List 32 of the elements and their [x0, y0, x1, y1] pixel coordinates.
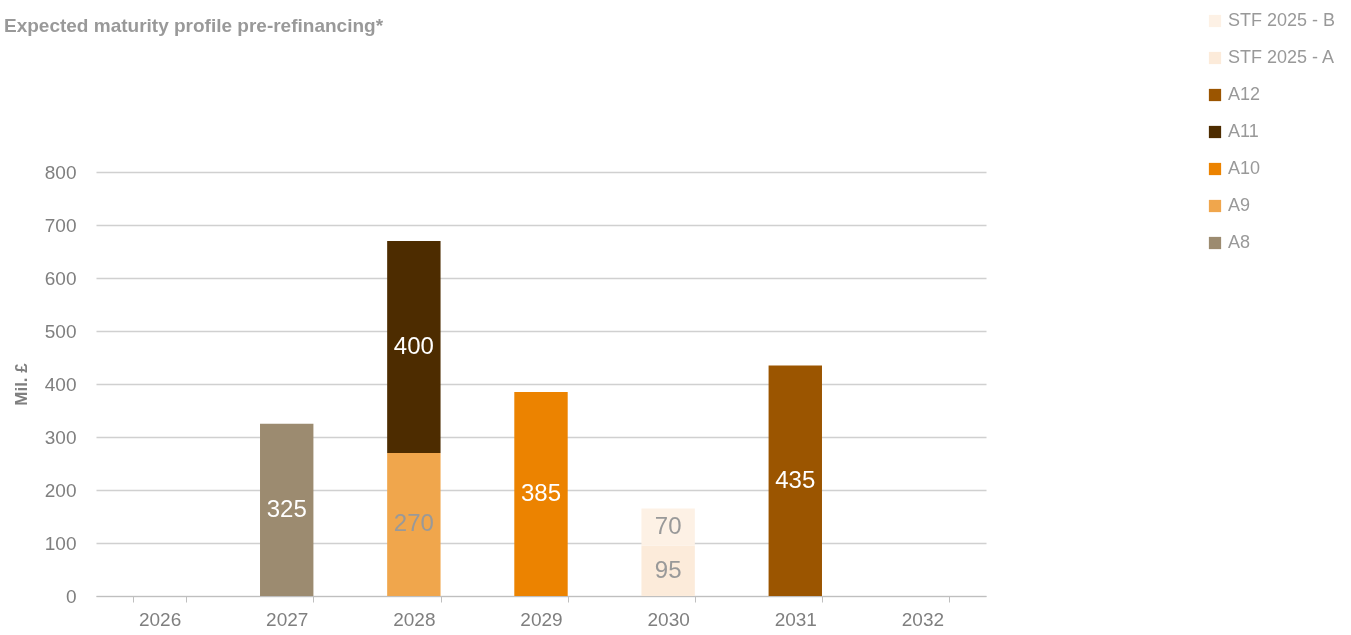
y-tick-label: 100: [44, 532, 77, 554]
chart-title: Expected maturity profile pre-refinancing*: [4, 15, 384, 36]
legend-label: A9: [1228, 195, 1251, 215]
data-label: 385: [520, 478, 562, 506]
data-label: 95: [654, 555, 682, 583]
legend-label: A8: [1228, 232, 1251, 252]
legend-label: STF 2025 - B: [1228, 10, 1336, 30]
legend-label: A12: [1228, 84, 1261, 104]
y-tick-label: 400: [44, 373, 77, 395]
y-tick-label: 200: [44, 479, 77, 501]
y-axis-title: Mil. £: [11, 362, 31, 406]
y-tick-label: 300: [44, 426, 77, 448]
data-label: 70: [654, 512, 682, 540]
x-tick-label: 2030: [647, 608, 690, 630]
y-tick-label: 700: [44, 214, 77, 236]
x-tick-label: 2029: [520, 608, 563, 630]
y-tick-label: 0: [65, 585, 77, 607]
legend-label: STF 2025 - A: [1228, 47, 1335, 67]
x-tick-label: 2032: [901, 608, 945, 630]
legend-label: A10: [1228, 158, 1261, 178]
data-label: 435: [775, 465, 816, 493]
data-label: 270: [393, 509, 434, 537]
legend-label: A11: [1228, 121, 1259, 141]
x-tick-label: 2026: [138, 608, 182, 630]
x-tick-label: 2031: [774, 608, 817, 630]
y-tick-label: 600: [44, 267, 77, 289]
data-label: 325: [266, 494, 307, 522]
data-label: 400: [393, 331, 434, 359]
x-tick-label: 2028: [393, 608, 436, 630]
y-tick-label: 500: [44, 320, 77, 342]
y-tick-label: 800: [44, 161, 77, 183]
x-tick-label: 2027: [266, 608, 309, 630]
